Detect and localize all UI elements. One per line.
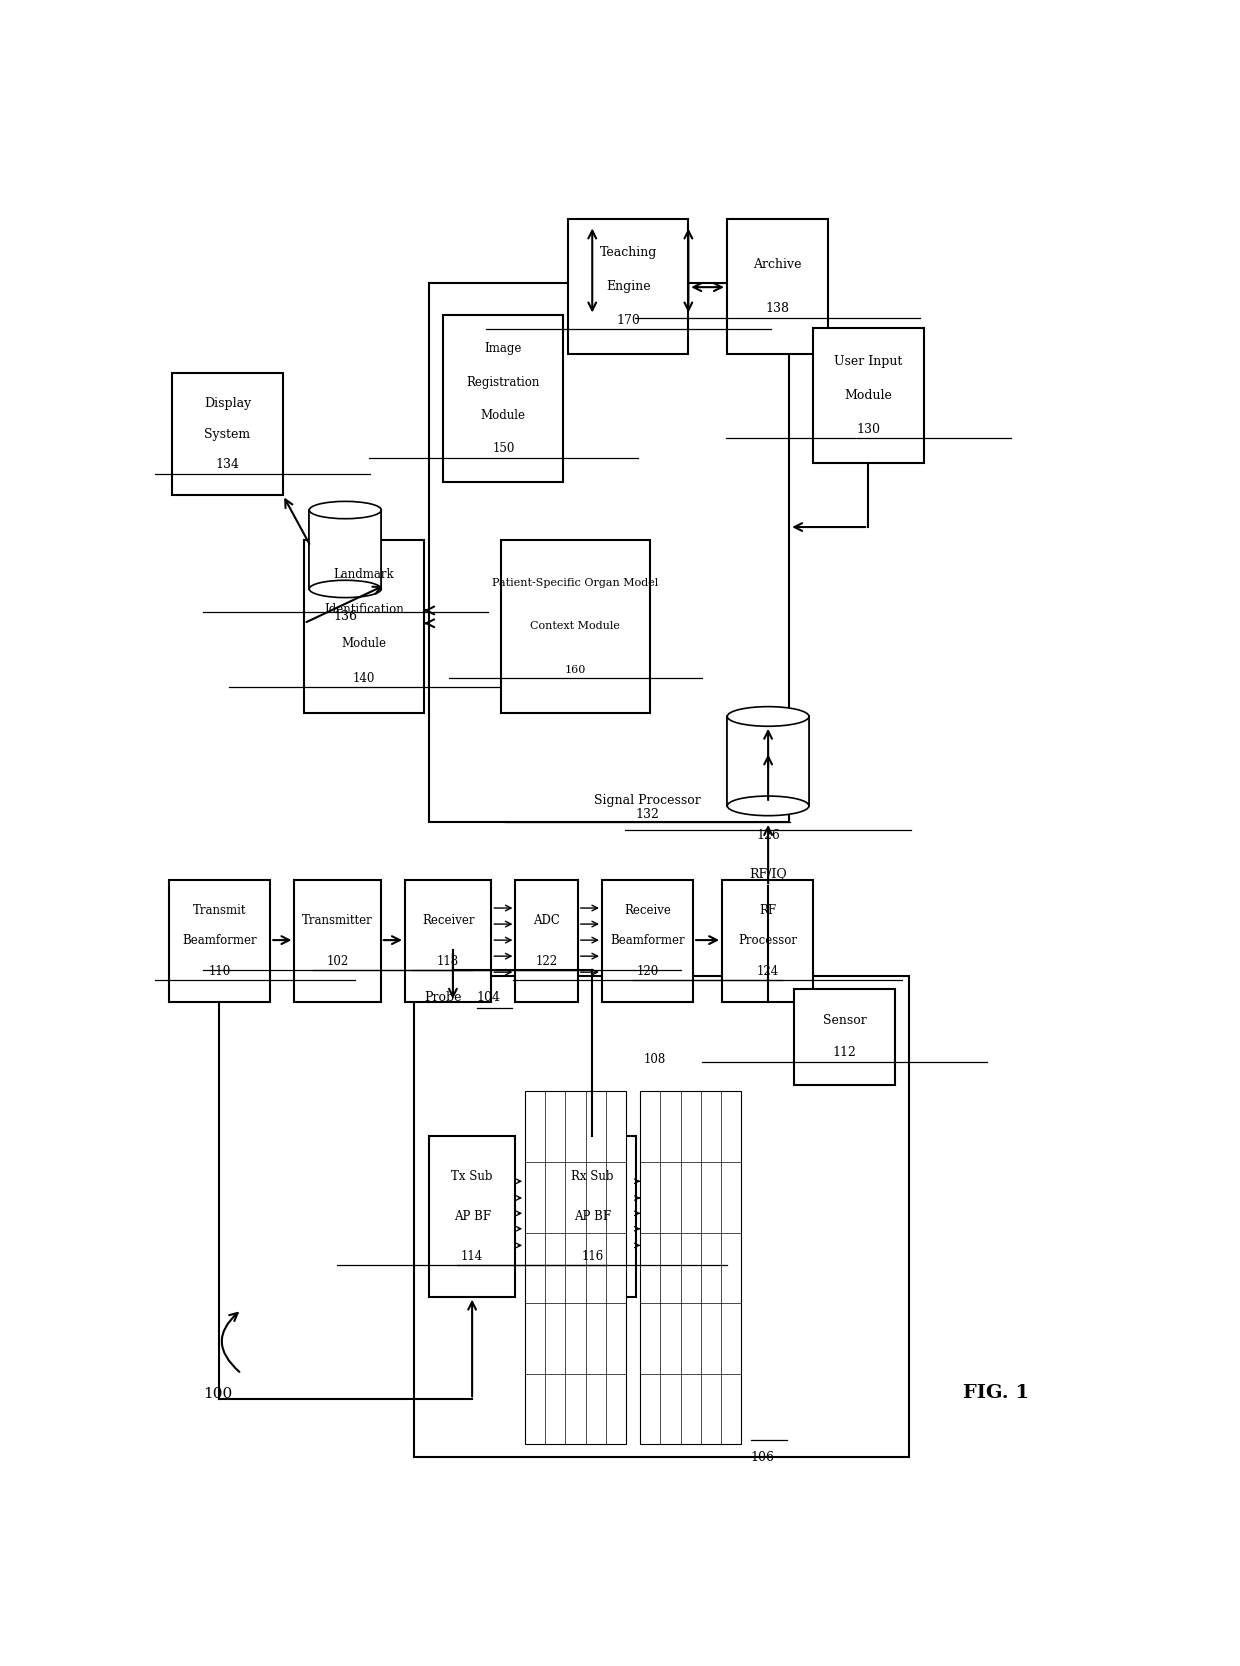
Ellipse shape: [309, 580, 382, 598]
Bar: [429, 1136, 516, 1296]
Text: 100: 100: [203, 1386, 232, 1401]
Text: Beamformer: Beamformer: [610, 935, 684, 948]
Ellipse shape: [309, 501, 382, 518]
Text: 124: 124: [756, 965, 779, 978]
Text: Archive: Archive: [753, 258, 801, 270]
Text: Signal Processor: Signal Processor: [594, 793, 701, 806]
Bar: [640, 1091, 742, 1444]
Bar: [429, 283, 789, 821]
Bar: [172, 373, 283, 495]
Text: Probe: Probe: [424, 991, 461, 1005]
Bar: [304, 540, 424, 713]
Text: 170: 170: [616, 313, 640, 327]
Bar: [601, 880, 693, 1001]
Text: 138: 138: [765, 303, 789, 315]
Text: 102: 102: [326, 955, 348, 968]
Text: Landmark: Landmark: [334, 568, 394, 581]
Bar: [525, 1091, 626, 1444]
Text: Beamformer: Beamformer: [182, 935, 257, 948]
Text: Image: Image: [485, 342, 522, 355]
Text: 134: 134: [216, 458, 239, 471]
Text: 132: 132: [636, 808, 660, 821]
Ellipse shape: [728, 706, 808, 726]
Text: 106: 106: [751, 1451, 775, 1464]
Bar: [444, 315, 563, 481]
Text: Sensor: Sensor: [822, 1015, 867, 1028]
Text: Transmitter: Transmitter: [303, 915, 373, 926]
Text: 130: 130: [857, 423, 880, 436]
Text: Identification: Identification: [324, 603, 404, 616]
Text: Receive: Receive: [624, 903, 671, 916]
Text: 120: 120: [636, 965, 658, 978]
Bar: [727, 220, 828, 353]
Text: Module: Module: [481, 408, 526, 421]
Bar: [549, 1136, 635, 1296]
Bar: [794, 990, 895, 1085]
Text: Rx Sub: Rx Sub: [570, 1170, 614, 1183]
Bar: [309, 510, 382, 590]
Text: ADC: ADC: [533, 915, 560, 926]
Text: Context Module: Context Module: [531, 621, 620, 631]
Text: Processor: Processor: [738, 935, 797, 948]
Bar: [516, 880, 578, 1001]
Text: RF: RF: [759, 903, 776, 916]
Text: 140: 140: [353, 671, 376, 685]
FancyArrowPatch shape: [222, 1313, 239, 1371]
Ellipse shape: [728, 796, 808, 816]
Text: Receiver: Receiver: [422, 915, 475, 926]
Bar: [170, 880, 270, 1001]
Text: 136: 136: [334, 610, 357, 623]
Text: 126: 126: [756, 828, 780, 841]
Text: 108: 108: [644, 1053, 666, 1066]
Text: Registration: Registration: [466, 375, 541, 388]
Bar: [722, 880, 813, 1001]
Text: Module: Module: [341, 638, 387, 650]
Bar: [414, 976, 909, 1458]
Text: Tx Sub: Tx Sub: [451, 1170, 492, 1183]
Text: RF/IQ: RF/IQ: [749, 866, 787, 880]
Text: 150: 150: [492, 441, 515, 455]
Text: Patient-Specific Organ Model: Patient-Specific Organ Model: [492, 578, 658, 588]
Bar: [501, 540, 650, 713]
Text: 104: 104: [477, 991, 501, 1005]
Bar: [728, 716, 808, 806]
Bar: [568, 220, 688, 353]
Text: 118: 118: [436, 955, 459, 968]
Text: 114: 114: [461, 1250, 484, 1263]
Text: 160: 160: [564, 665, 587, 675]
Text: 122: 122: [536, 955, 558, 968]
Text: 112: 112: [832, 1046, 857, 1060]
Text: FIG. 1: FIG. 1: [962, 1384, 1029, 1403]
Bar: [294, 880, 381, 1001]
Text: 110: 110: [208, 965, 231, 978]
Text: AP BF: AP BF: [574, 1210, 611, 1223]
Text: 116: 116: [582, 1250, 604, 1263]
Bar: [813, 328, 924, 463]
Text: Transmit: Transmit: [193, 903, 247, 916]
Text: Module: Module: [844, 390, 893, 402]
Bar: [404, 880, 491, 1001]
Text: Teaching: Teaching: [600, 247, 657, 260]
Text: Display: Display: [203, 397, 252, 410]
Text: User Input: User Input: [835, 355, 903, 368]
Text: AP BF: AP BF: [454, 1210, 491, 1223]
Text: System: System: [205, 428, 250, 440]
Text: Engine: Engine: [606, 280, 651, 293]
